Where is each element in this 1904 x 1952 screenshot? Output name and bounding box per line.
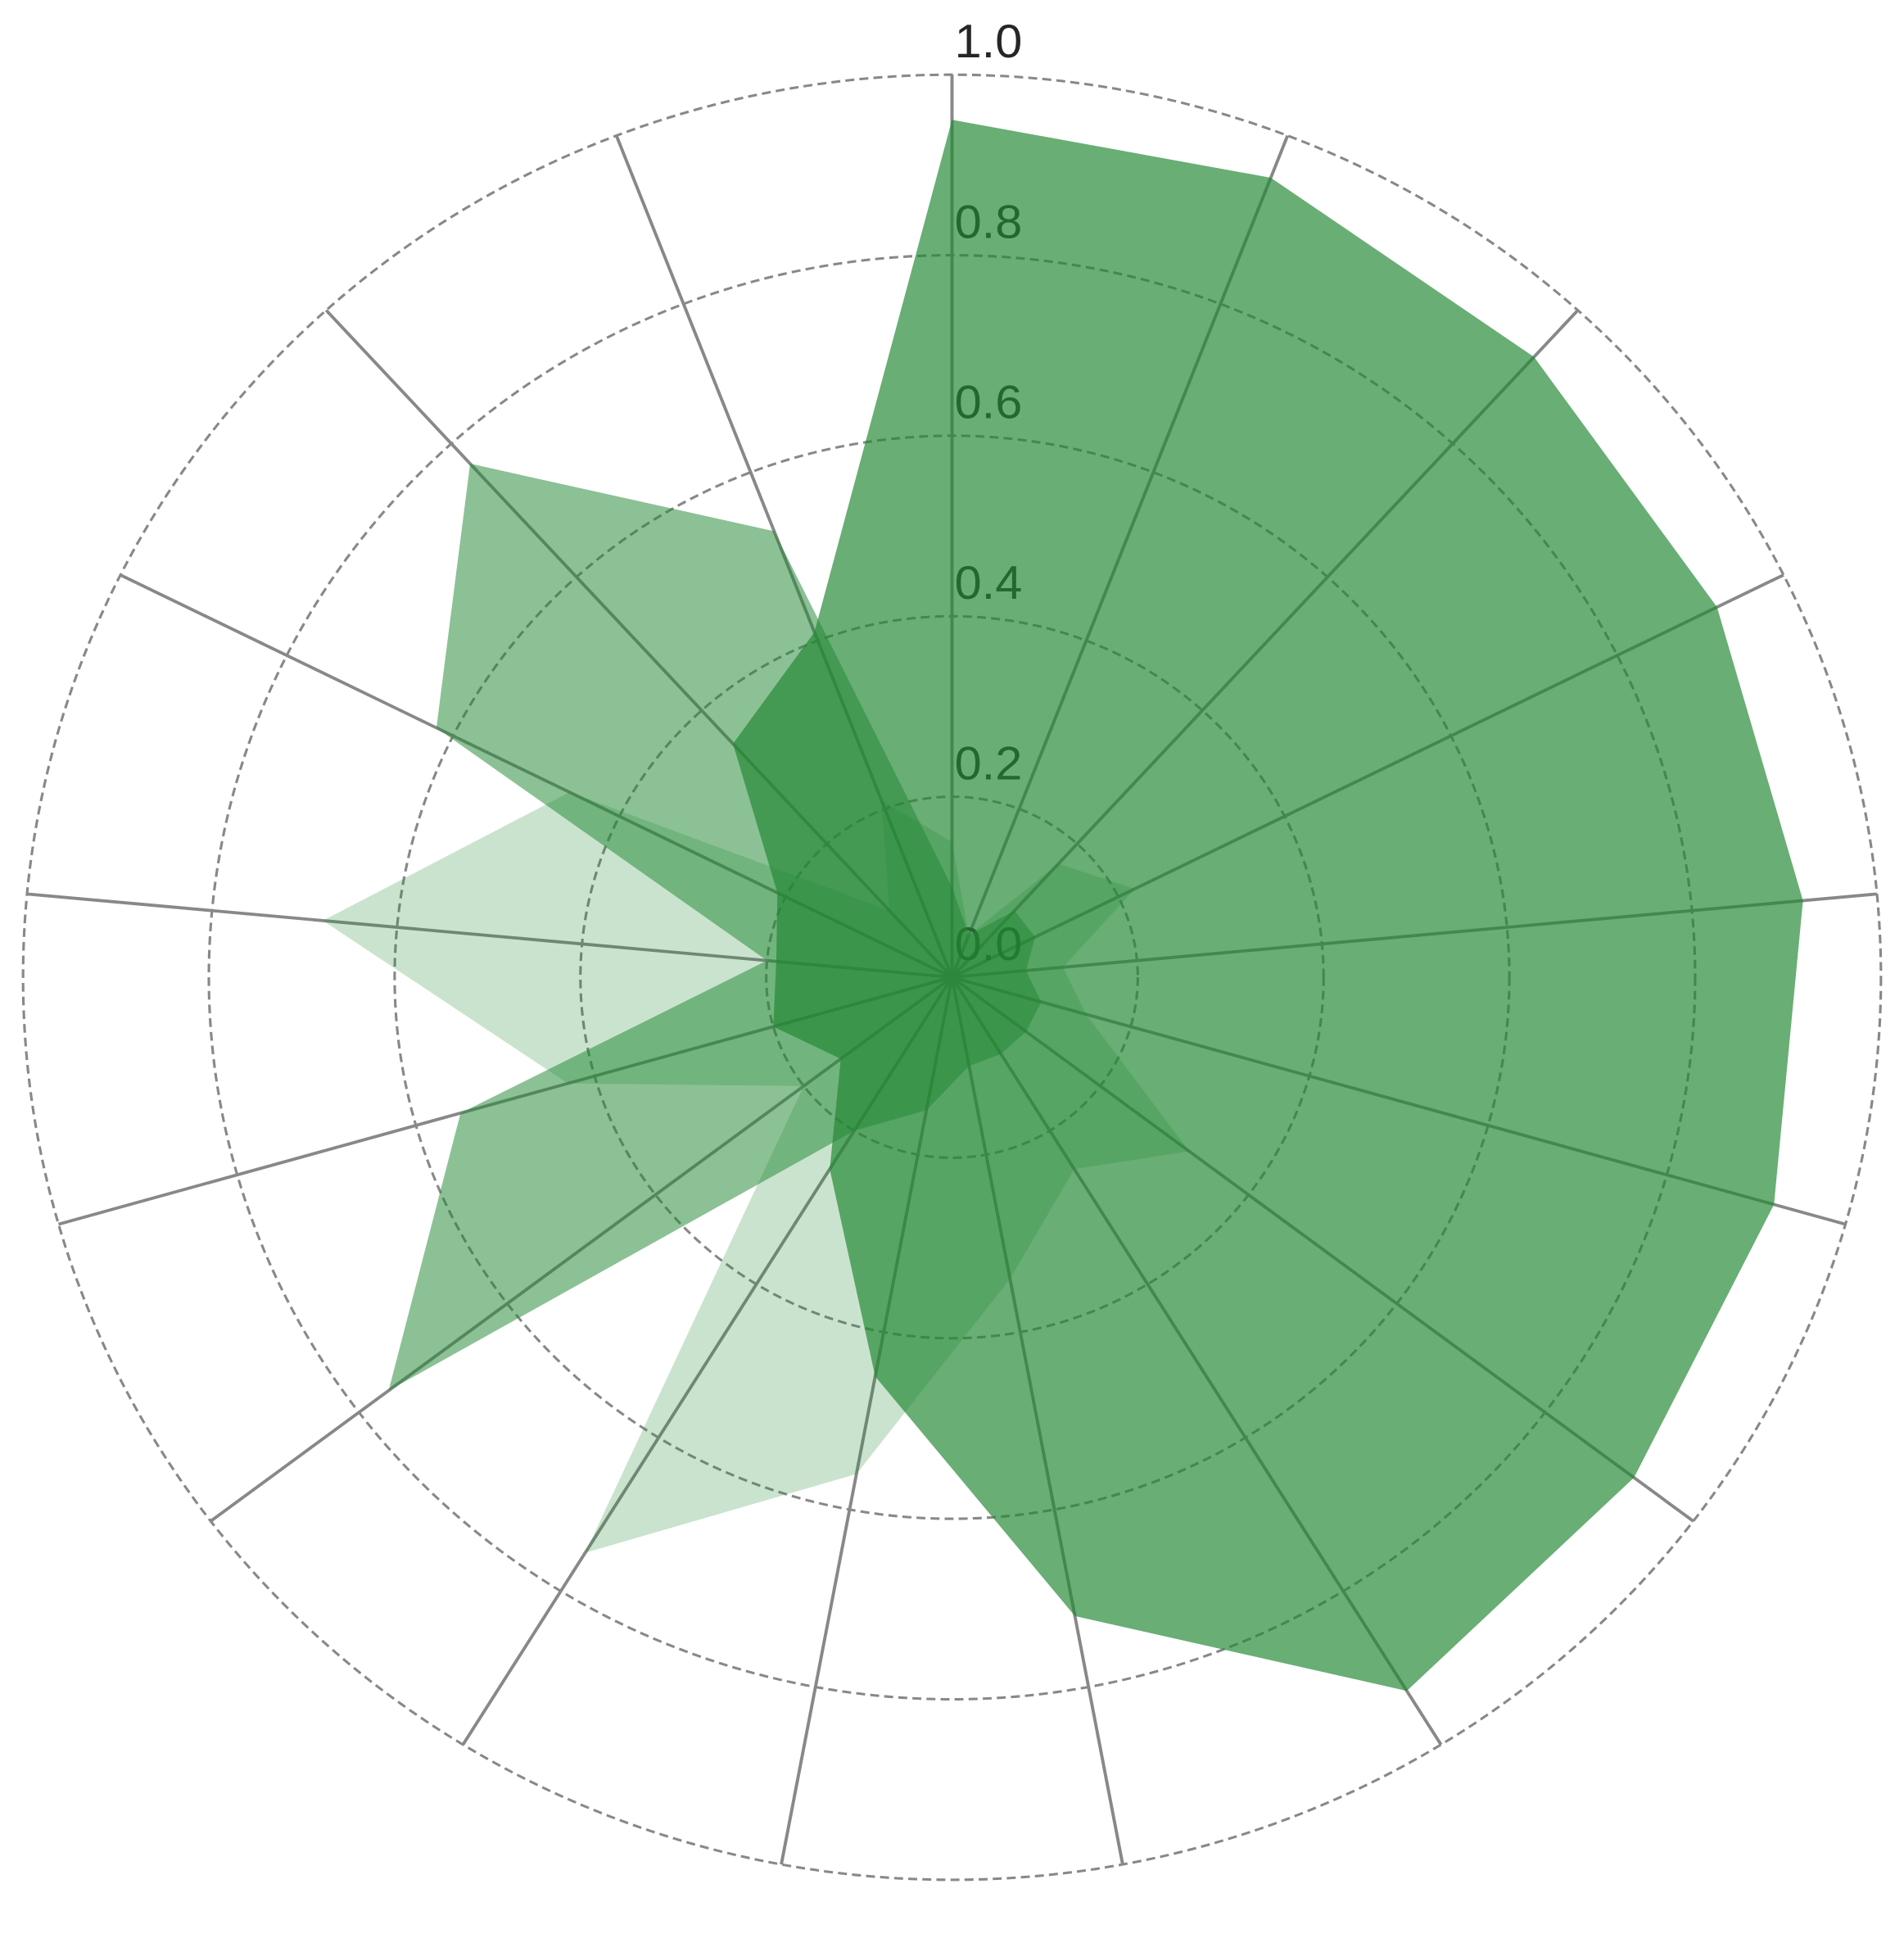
r-tick-label: 1.0 — [955, 16, 1023, 68]
series-area — [323, 792, 1190, 1553]
series-area — [733, 120, 1803, 1692]
series-area — [388, 464, 1042, 1391]
